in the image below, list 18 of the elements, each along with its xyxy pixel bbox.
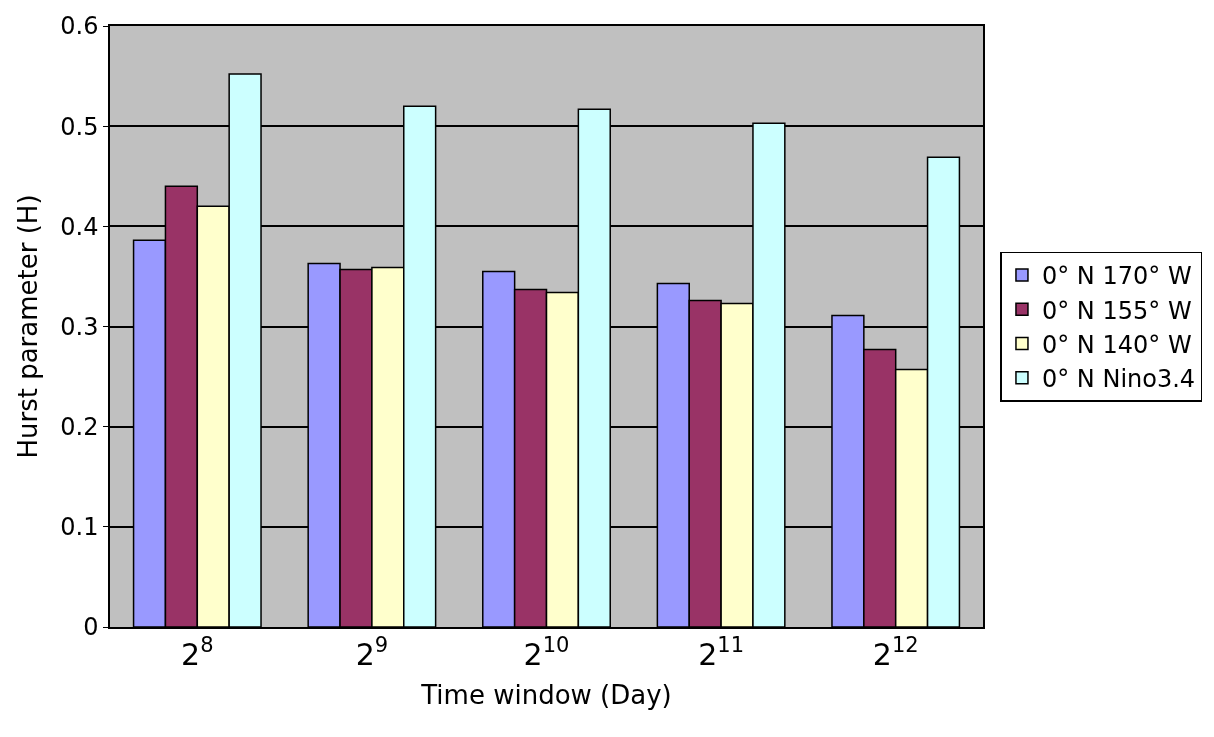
y-tick-label: 0.3 (60, 312, 99, 341)
legend-label: 0° N 140° W (1041, 330, 1192, 359)
y-tick-label: 0.4 (60, 212, 99, 241)
y-axis-title: Hurst parameter (H) (13, 194, 44, 459)
x-tick-label: 2$^{11}$ (698, 633, 745, 672)
x-axis-title: Time window (Day) (420, 679, 672, 710)
y-tick-label: 0.5 (60, 112, 99, 141)
x-tick-label: 2$^{10}$ (523, 633, 570, 672)
legend-label: 0° N 155° W (1041, 296, 1192, 325)
y-tick-label: 0.6 (60, 12, 99, 41)
y-tick-label: 0.2 (60, 413, 99, 442)
y-tick-label: 0 (83, 613, 99, 642)
x-tick-label: 2$^{9}$ (355, 633, 389, 672)
legend-label: 0° N Nino3.4 (1041, 365, 1196, 394)
x-tick-label: 2$^{8}$ (181, 633, 214, 672)
x-tick-label: 2$^{12}$ (872, 633, 919, 672)
legend-label: 0° N 170° W (1041, 262, 1192, 291)
y-tick-label: 0.1 (60, 513, 99, 542)
